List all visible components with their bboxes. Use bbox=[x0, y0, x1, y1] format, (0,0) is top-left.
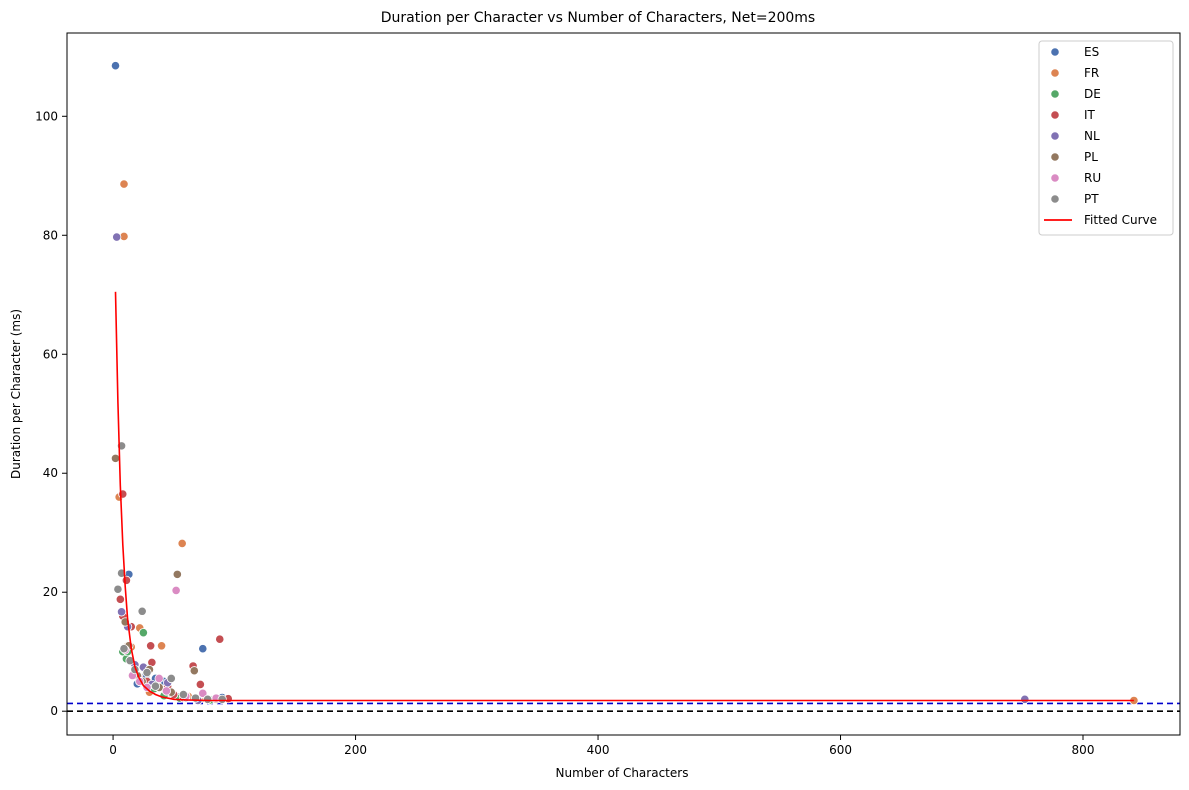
fitted-curve-line bbox=[114, 291, 1134, 702]
point-it-13 bbox=[195, 679, 205, 690]
y-tick-label-100: 100 bbox=[35, 109, 58, 123]
y-tick-label-80: 80 bbox=[43, 228, 58, 242]
x-tick-label-200: 200 bbox=[344, 743, 367, 757]
point-pt-13 bbox=[217, 694, 227, 704]
point-nl-9 bbox=[1020, 694, 1030, 704]
point-pl-0 bbox=[110, 453, 121, 463]
point-it-0 bbox=[115, 594, 125, 604]
point-ru-5 bbox=[161, 686, 172, 696]
y-tick-label-60: 60 bbox=[43, 347, 58, 361]
point-pt-0 bbox=[113, 584, 123, 594]
point-pt-3 bbox=[119, 644, 129, 654]
legend-marker-es bbox=[1050, 47, 1060, 57]
legend-marker-fr bbox=[1050, 68, 1060, 78]
legend-label-fitted-curve: Fitted Curve bbox=[1084, 213, 1157, 227]
point-it-7 bbox=[146, 641, 156, 651]
series-fr bbox=[114, 179, 1139, 706]
x-tick-label-0: 0 bbox=[109, 743, 117, 757]
plot-frame bbox=[66, 32, 1181, 736]
legend-marker-pl bbox=[1050, 152, 1060, 162]
legend-marker-de bbox=[1050, 89, 1060, 99]
point-ru-3 bbox=[142, 682, 152, 693]
point-fr-7 bbox=[156, 641, 167, 651]
legend-marker-ru bbox=[1050, 173, 1060, 183]
series-es bbox=[110, 61, 227, 704]
legend-label-nl: NL bbox=[1084, 129, 1100, 143]
point-fr-1 bbox=[119, 179, 129, 189]
point-ru-8 bbox=[198, 688, 208, 698]
y-tick-label-20: 20 bbox=[43, 585, 58, 599]
x-tick-label-800: 800 bbox=[1072, 743, 1095, 757]
point-it-14 bbox=[215, 634, 225, 644]
point-nl-1 bbox=[116, 607, 127, 617]
point-fr-9 bbox=[177, 538, 187, 549]
legend-box bbox=[1038, 40, 1174, 236]
legend-label-ru: RU bbox=[1084, 171, 1101, 185]
point-pt-11 bbox=[190, 693, 201, 703]
y-tick-label-0: 0 bbox=[50, 704, 58, 718]
legend-label-es: ES bbox=[1084, 45, 1099, 59]
point-pt-6 bbox=[137, 606, 147, 616]
plot-marks bbox=[67, 61, 1180, 713]
series-nl bbox=[112, 232, 1030, 706]
legend-label-de: DE bbox=[1084, 87, 1101, 101]
point-de-4 bbox=[138, 628, 148, 638]
point-es-0 bbox=[110, 61, 121, 71]
x-axis-label: Number of Characters bbox=[556, 766, 689, 780]
y-axis-label: Duration per Character (ms) bbox=[9, 309, 23, 479]
point-pt-10 bbox=[178, 689, 188, 700]
legend-marker-it bbox=[1050, 110, 1060, 120]
x-tick-label-600: 600 bbox=[829, 743, 852, 757]
legend-marker-nl bbox=[1050, 131, 1060, 141]
x-tick-label-400: 400 bbox=[587, 743, 610, 757]
axes: 0 200 400 600 800 0 20 40 60 80 100 bbox=[35, 32, 1181, 757]
legend-label-it: IT bbox=[1084, 108, 1096, 122]
legend: ES FR DE IT NL PL RU PT Fitted Curve bbox=[1038, 40, 1174, 236]
point-pt-12 bbox=[203, 694, 213, 704]
point-pt-8 bbox=[150, 681, 161, 691]
point-it-3 bbox=[121, 575, 132, 585]
point-ru-4 bbox=[154, 673, 164, 684]
y-tick-label-40: 40 bbox=[43, 466, 58, 480]
point-pt-9 bbox=[166, 673, 176, 684]
legend-label-pt: PT bbox=[1084, 192, 1099, 206]
point-es-9 bbox=[198, 644, 208, 654]
legend-label-fr: FR bbox=[1084, 66, 1099, 80]
chart-title: Duration per Character vs Number of Char… bbox=[381, 10, 815, 26]
point-ru-6 bbox=[171, 585, 181, 596]
point-pt-7 bbox=[142, 667, 152, 678]
point-nl-0 bbox=[112, 232, 122, 242]
point-pl-8 bbox=[172, 569, 182, 579]
legend-label-pl: PL bbox=[1084, 150, 1098, 164]
point-pl-10 bbox=[189, 666, 199, 676]
legend-marker-pt bbox=[1050, 194, 1060, 204]
